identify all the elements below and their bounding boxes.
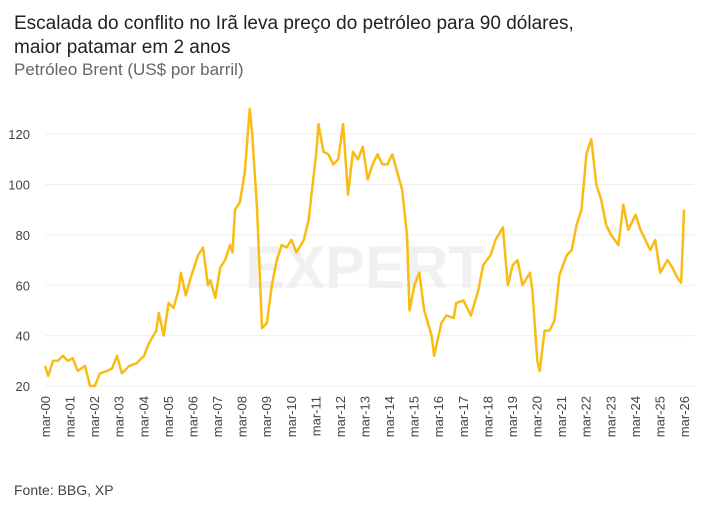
x-tick-label: mar-08	[235, 396, 250, 437]
chart-title: Escalada do conflito no Irã leva preço d…	[14, 13, 574, 58]
x-tick-label: mar-19	[505, 396, 520, 437]
x-tick-label: mar-12	[333, 396, 348, 437]
x-tick-label: mar-01	[63, 396, 78, 437]
y-tick-label: 40	[16, 329, 30, 344]
x-tick-label: mar-16	[431, 396, 446, 437]
x-tick-label: mar-18	[480, 396, 495, 437]
x-tick-label: mar-07	[210, 396, 225, 437]
chart-subtitle: Petróleo Brent (US$ por barril)	[14, 60, 244, 79]
x-tick-label: mar-17	[456, 396, 471, 437]
y-tick-label: 20	[16, 379, 30, 394]
x-tick-label: mar-22	[579, 396, 594, 437]
x-tick-label: mar-15	[407, 396, 422, 437]
x-tick-label: mar-02	[87, 396, 102, 437]
x-tick-label: mar-00	[38, 396, 53, 437]
x-tick-label: mar-11	[308, 396, 323, 436]
x-tick-label: mar-20	[530, 396, 545, 437]
x-tick-label: mar-05	[161, 396, 176, 437]
x-tick-label: mar-21	[554, 396, 569, 437]
x-tick-label: mar-03	[112, 396, 127, 437]
x-tick-label: mar-13	[358, 396, 373, 437]
watermark: EXPERT	[245, 234, 485, 301]
x-tick-label: mar-09	[259, 396, 274, 437]
y-tick-label: 100	[8, 178, 30, 193]
x-tick-label: mar-25	[652, 396, 667, 437]
x-tick-label: mar-10	[284, 396, 299, 437]
y-tick-label: 80	[16, 228, 30, 243]
x-tick-label: mar-04	[136, 396, 151, 437]
x-tick-label: mar-26	[677, 396, 692, 437]
x-tick-label: mar-06	[185, 396, 200, 437]
brent-price-line	[43, 107, 686, 388]
x-tick-label: mar-24	[628, 396, 643, 437]
x-tick-label: mar-23	[603, 396, 618, 437]
x-tick-label: mar-14	[382, 396, 397, 437]
source-note: Fonte: BBG, XP	[14, 482, 114, 498]
y-tick-label: 60	[16, 278, 30, 293]
y-tick-label: 120	[8, 127, 30, 142]
